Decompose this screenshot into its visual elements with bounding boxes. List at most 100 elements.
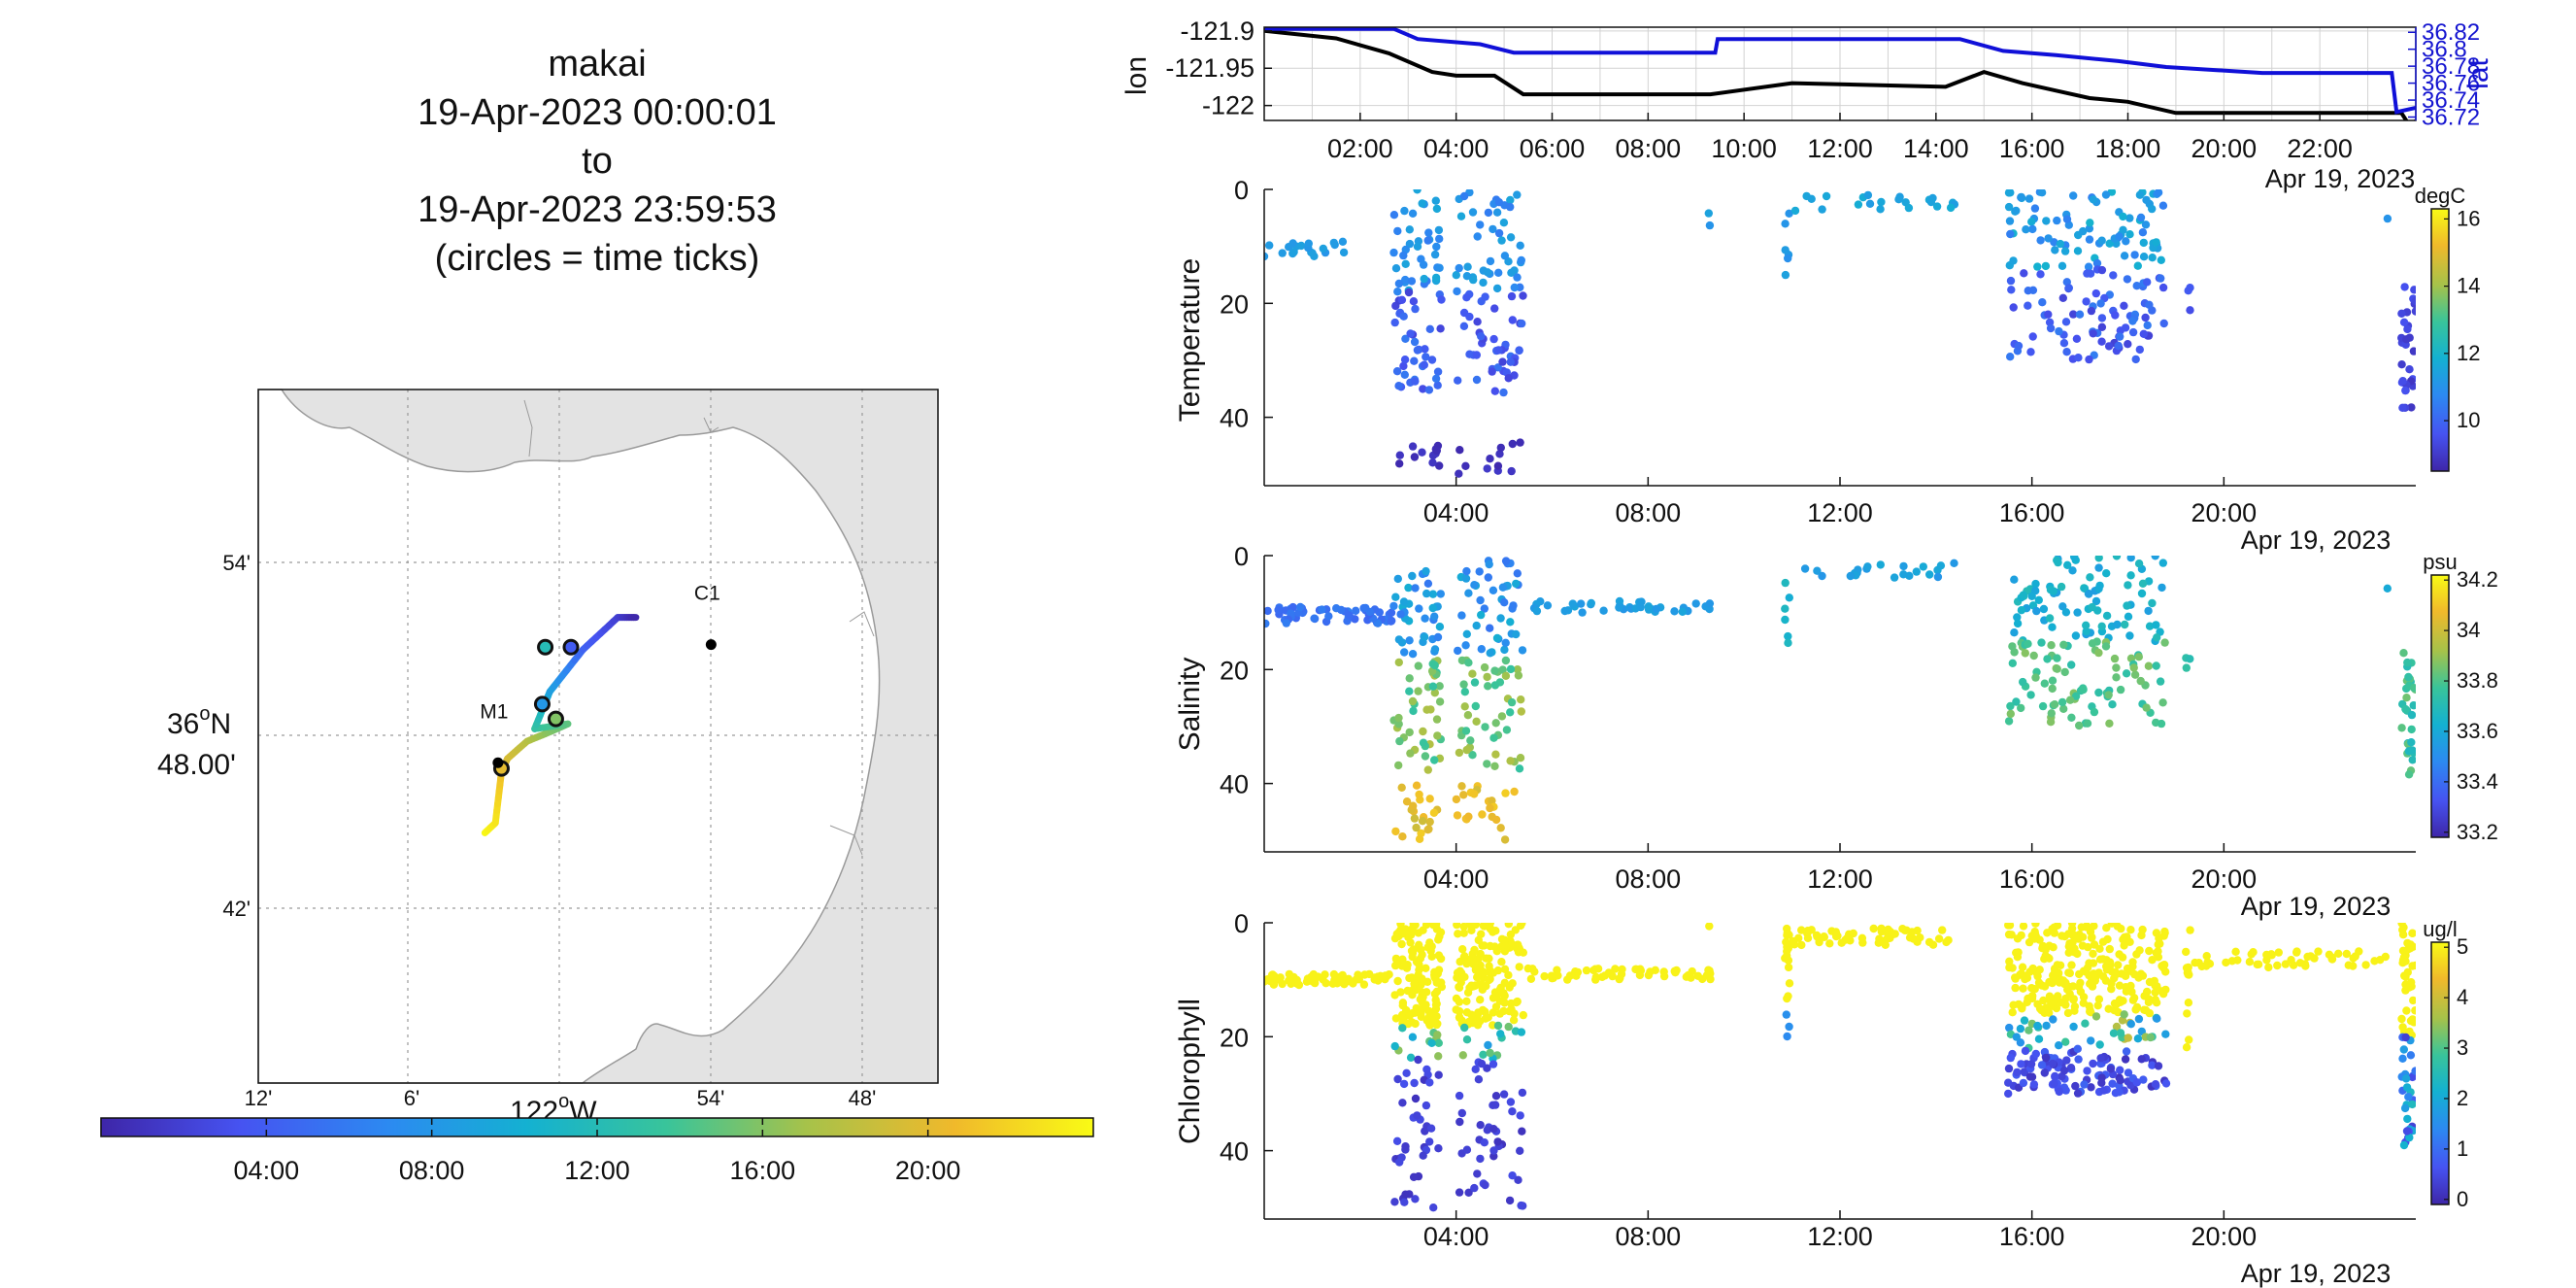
data-point [1704,966,1713,974]
data-point [1402,797,1412,806]
data-point [1274,605,1283,615]
data-point [1493,363,1503,372]
data-point [2112,556,2122,560]
data-point [1874,938,1884,947]
colorbar-tick-label: 33.6 [2457,719,2498,743]
data-point [1428,1017,1438,1027]
data-point [2058,976,2068,985]
data-point [2040,1068,2049,1077]
data-point [1470,945,1479,955]
data-point [1405,225,1415,234]
data-point [2399,318,2409,326]
data-point [1399,312,1408,321]
data-point [2411,1067,2416,1075]
data-point [1345,611,1354,620]
data-point [1352,606,1360,615]
colorbar-unit: psu [2423,550,2457,574]
data-point [1410,337,1420,347]
colorbar-tick-label: 2 [2457,1086,2468,1110]
data-point [2095,944,2104,953]
data-point [1417,1008,1425,1017]
data-point [1472,351,1482,359]
data-point [2397,724,2406,732]
data-point [1264,975,1272,984]
data-point [1578,608,1587,617]
data-point [1390,1041,1399,1051]
data-point [2202,952,2211,961]
data-point [1461,461,1470,470]
data-point [1476,949,1485,959]
data-point [1394,720,1403,729]
data-point [1483,1126,1492,1135]
data-point [2074,982,2084,991]
data-point [2036,236,2045,245]
data-point [1287,979,1295,988]
data-point [2024,1026,2033,1034]
data-point [1495,450,1504,458]
data-point [2122,237,2130,246]
data-point [1410,1078,1419,1088]
data-point [2143,321,2152,330]
data-point [2097,622,2106,630]
data-point [2101,190,2111,199]
data-point [1781,604,1790,613]
data-point [2408,962,2416,970]
x-tick-label: 10:00 [1711,134,1777,163]
data-point [1486,966,1494,974]
data-point [2410,286,2416,294]
data-point [1880,927,1889,935]
data-point [2070,944,2079,953]
data-point [2082,627,2091,636]
data-point [1422,964,1430,972]
data-point [1636,966,1646,975]
x-tick-label: 04:00 [1423,134,1489,163]
data-point [1568,599,1578,608]
data-point [1426,705,1435,714]
data-point [2102,569,2111,578]
data-point [2397,360,2406,369]
vehicle-track [481,614,640,836]
data-point [1395,451,1405,459]
data-point [1797,926,1806,934]
data-point [1469,960,1478,968]
data-point [1457,656,1467,665]
data-point [2051,1071,2059,1081]
data-point [1470,678,1480,687]
x-tick-label: 14:00 [1903,134,1969,163]
data-point [2080,1080,2089,1089]
data-point [2120,1010,2128,1019]
data-point [1397,783,1406,792]
data-point [1510,787,1519,797]
data-point [1416,995,1425,1003]
data-point [1422,1101,1431,1110]
data-point [2031,579,2040,589]
data-point [1490,681,1500,690]
data-point [1452,795,1461,804]
data-point [1909,934,1918,943]
data-point [2026,348,2035,356]
data-point [1506,708,1515,717]
data-point [2191,958,2199,967]
data-point [1459,929,1468,937]
x-tick-label: 04:00 [1423,498,1489,527]
data-point [1785,209,1793,218]
data-point [1486,624,1494,632]
data-point [1486,1048,1494,1058]
data-point [2152,929,2161,937]
data-point [1276,973,1285,982]
data-point [2137,1055,2146,1064]
data-point [2086,573,2094,582]
data-point [1468,751,1477,760]
data-point [2088,932,2096,941]
data-point [2027,994,2037,1003]
data-point [2274,948,2283,957]
data-point [1410,356,1419,365]
data-point [2006,189,2015,197]
data-point [2139,329,2148,338]
data-point [2069,310,2078,319]
data-point [2152,238,2160,247]
data-point [1516,1146,1524,1156]
data-point [2097,236,2106,245]
data-point [2405,1133,2414,1142]
